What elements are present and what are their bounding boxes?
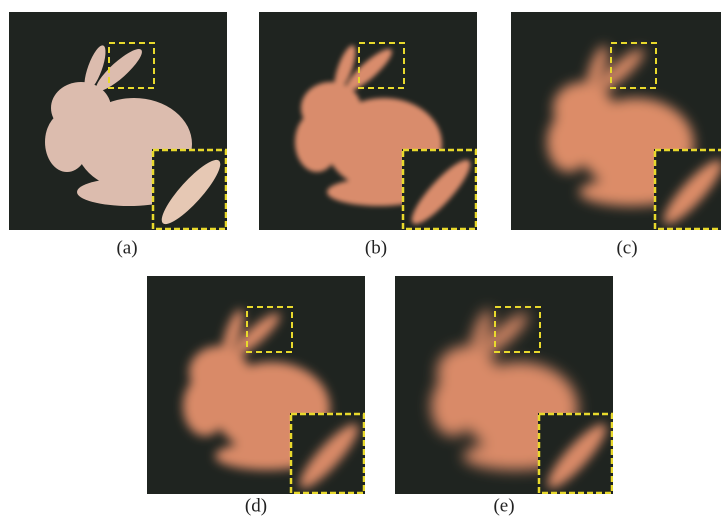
- panel-d: [147, 276, 365, 495]
- panel-c: [511, 12, 721, 231]
- panel-label: (e): [493, 495, 514, 516]
- panel-label: (a): [116, 237, 137, 258]
- panel-a: [9, 12, 227, 231]
- panel-label: (b): [365, 237, 387, 258]
- panel-label: (d): [245, 495, 267, 516]
- panel-e: [395, 276, 613, 495]
- panel-b: [259, 12, 477, 231]
- figure: (a) (b) (c) (d) (e): [0, 0, 721, 518]
- panel-label: (c): [616, 237, 637, 258]
